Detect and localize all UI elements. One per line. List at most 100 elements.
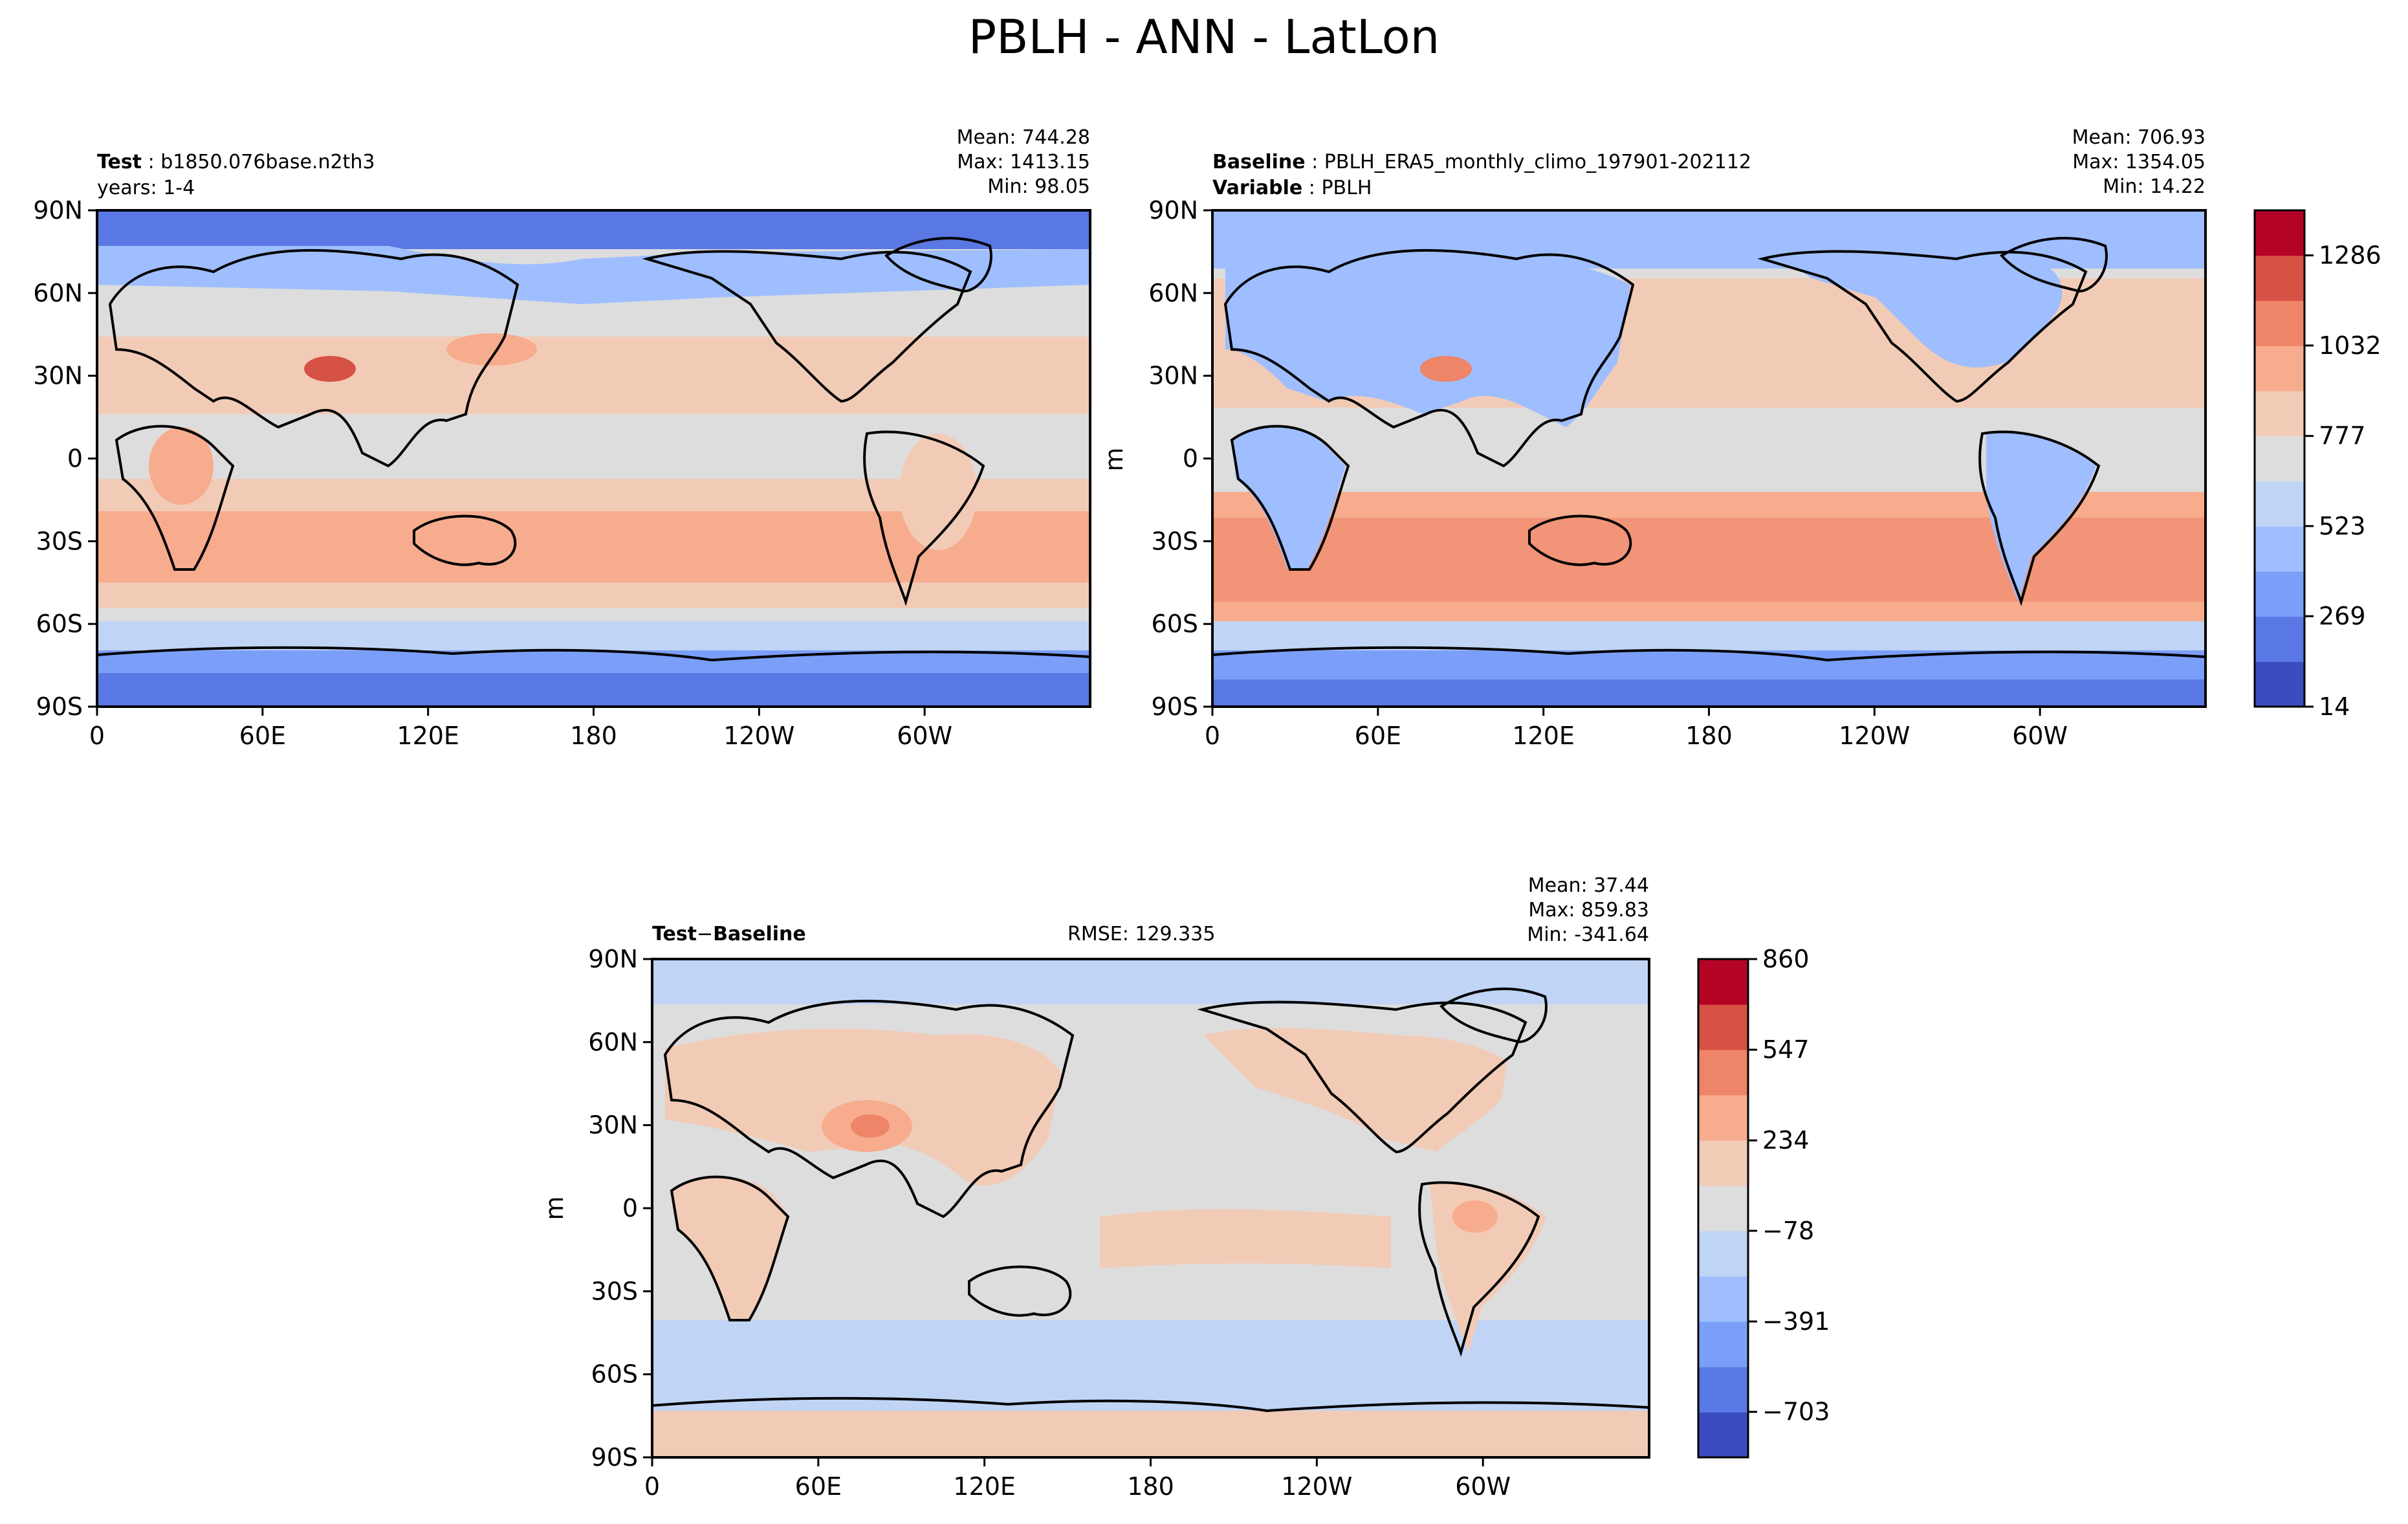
baseline-variable: Variable : PBLH <box>1212 177 1372 199</box>
y-tick-label: 90S <box>1152 692 1198 721</box>
y-tick-label: 90N <box>588 945 638 973</box>
field-region <box>899 434 977 550</box>
x-tick-label: 60W <box>2012 722 2068 750</box>
colorbar-segment <box>2255 300 2304 346</box>
colorbar-segment <box>1698 1412 1748 1458</box>
x-tick-label: 60W <box>897 722 952 750</box>
colorbar-segment <box>1698 1186 1748 1231</box>
colorbar-segment <box>2255 346 2304 392</box>
y-tick-label: 0 <box>622 1194 638 1222</box>
colorbar-segment <box>1698 1050 1748 1096</box>
colorbar-segment <box>2255 436 2304 481</box>
field-band <box>97 673 1090 707</box>
y-tick-label: 60S <box>36 610 83 638</box>
colorbar-frame <box>2253 209 2306 708</box>
y-tick-label: 90S <box>591 1443 638 1472</box>
y-tick-label: 30S <box>591 1277 638 1305</box>
test-years: years: 1-4 <box>97 177 195 199</box>
y-tick-label: 30S <box>1152 527 1198 555</box>
x-tick-label: 120E <box>1512 722 1575 750</box>
colorbar-tick-label: −703 <box>1762 1398 1830 1426</box>
baseline-label: Baseline : PBLH_ERA5_monthly_climo_19790… <box>1212 151 1751 173</box>
x-tick-label: 60E <box>795 1472 842 1501</box>
field-region <box>673 1176 789 1320</box>
y-tick-label: 60N <box>1148 279 1198 307</box>
diff-label: Test−Baseline <box>652 923 806 945</box>
baseline-ylabel: m <box>1100 447 1128 471</box>
diff-mean: Mean: 37.44 <box>1528 874 1649 897</box>
field-band <box>652 959 1649 1004</box>
colorbar-segment <box>2255 661 2304 707</box>
baseline-min: Min: 14.22 <box>2103 175 2206 198</box>
difference-map <box>652 959 1649 1457</box>
y-tick-label: 90N <box>33 196 83 225</box>
field-band <box>652 1320 1649 1411</box>
colorbar-segment <box>1698 1276 1748 1322</box>
coastlines <box>1212 237 2206 662</box>
field-region <box>1452 1200 1498 1233</box>
diff-min: Min: -341.64 <box>1527 923 1649 946</box>
x-tick-label: 60E <box>1355 722 1401 750</box>
test-label: Test : b1850.076base.n2th3 <box>97 151 375 173</box>
baseline-map <box>1212 210 2206 707</box>
y-tick-label: 30N <box>588 1111 638 1140</box>
difference-colorbar: 860 547 234 −78 −391 −703 <box>1697 945 1830 1459</box>
test-max: Max: 1413.15 <box>957 151 1090 173</box>
colorbar-segment <box>1698 1095 1748 1141</box>
y-tick-label: 30S <box>36 527 83 555</box>
x-tick-label: 180 <box>570 722 617 750</box>
colorbar-frame <box>1697 958 1749 1459</box>
colorbar-tick-label: 1286 <box>2319 241 2381 270</box>
colorbar-segment <box>2255 616 2304 662</box>
field-region <box>1225 245 1630 427</box>
field-region <box>1773 247 2063 368</box>
diff-max: Max: 859.83 <box>1528 899 1649 922</box>
field-region <box>149 427 213 505</box>
coastlines <box>97 237 1090 662</box>
y-tick-label: 0 <box>67 445 83 473</box>
y-tick-label: 90N <box>1148 196 1198 225</box>
x-tick-label: 180 <box>1127 1472 1174 1501</box>
colorbar-segment <box>1698 1231 1748 1277</box>
colorbar-segment <box>1698 959 1748 1005</box>
colorbar-segment <box>2255 571 2304 617</box>
colorbar-tick-label: 523 <box>2319 512 2366 540</box>
colorbar-tick-label: 1032 <box>2319 331 2381 360</box>
field-band <box>1212 679 2206 707</box>
figure-title: PBLH - ANN - LatLon <box>969 10 1440 64</box>
colorbar-segment <box>1698 1004 1748 1050</box>
x-tick-label: 120E <box>397 722 459 750</box>
difference-panel: Test−Baseline RMSE: 129.335 Mean: 37.44 … <box>540 874 1830 1501</box>
test-panel: Test : b1850.076base.n2th3 years: 1-4 Me… <box>33 126 1091 750</box>
test-mean: Mean: 744.28 <box>957 126 1090 149</box>
colorbar-tick-label: −78 <box>1762 1217 1814 1245</box>
colorbar-segment <box>2255 390 2304 437</box>
y-tick-label: 60N <box>588 1028 638 1056</box>
coastlines <box>652 988 1649 1413</box>
field-region <box>1986 432 2096 602</box>
y-tick-label: 30N <box>33 362 83 390</box>
test-map <box>97 210 1090 707</box>
colorbar-tick-label: −391 <box>1762 1307 1830 1336</box>
diff-ylabel: m <box>540 1196 569 1220</box>
field-band <box>97 337 1090 414</box>
colorbar-tick-label: 777 <box>2319 422 2366 450</box>
test-min: Min: 98.05 <box>987 175 1090 198</box>
colorbar-segment <box>1698 1367 1748 1413</box>
x-tick-label: 60E <box>239 722 286 750</box>
y-tick-label: 60S <box>1152 610 1198 638</box>
diff-rmse: RMSE: 129.335 <box>1067 923 1215 945</box>
baseline-panel: Baseline : PBLH_ERA5_monthly_climo_19790… <box>1100 126 2381 750</box>
colorbar-tick-label: 860 <box>1762 945 1810 973</box>
field-band <box>97 210 1090 249</box>
field-region <box>304 356 356 382</box>
colorbar-tick-label: 14 <box>2319 692 2350 721</box>
field-region <box>97 246 1090 304</box>
x-tick-label: 120W <box>723 722 794 750</box>
field-region <box>446 333 537 366</box>
colorbar-segment <box>2255 526 2304 572</box>
y-tick-label: 90S <box>36 692 83 721</box>
colorbar-tick-label: 269 <box>2319 602 2366 630</box>
y-tick-label: 60S <box>591 1360 638 1389</box>
colorbar-segment <box>1698 1321 1748 1367</box>
